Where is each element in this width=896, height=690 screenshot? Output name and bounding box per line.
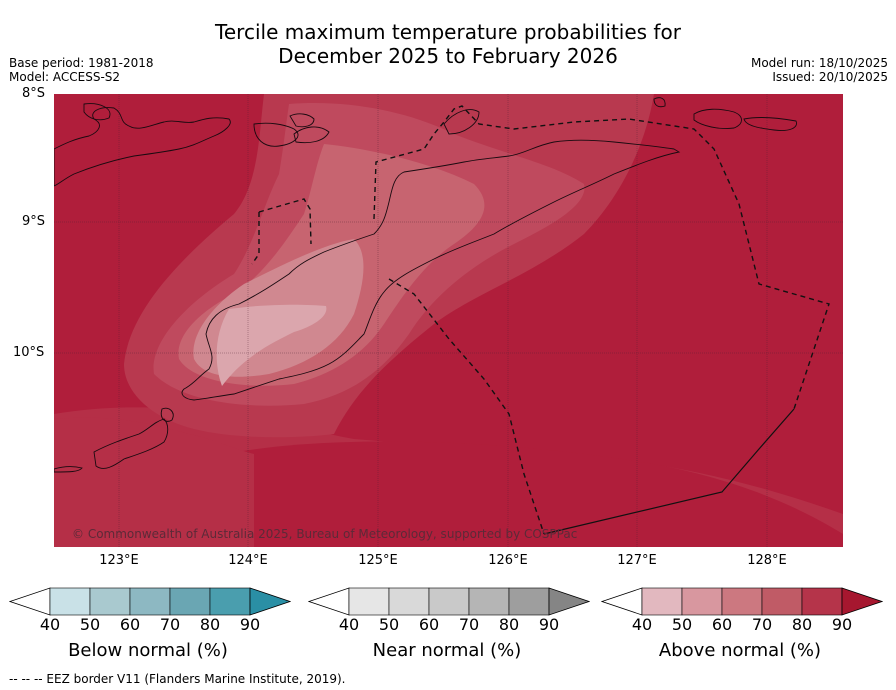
lon-label-125e: 125°E [358,553,398,568]
below-normal-tick-label: 90 [239,615,261,634]
near-normal-colorbar-low-extend [308,587,350,616]
above-normal-colorbar-segment [721,587,763,616]
near-normal-tick-label: 50 [378,615,400,634]
base-period: Base period: 1981-2018 [9,56,154,70]
timor-coastline [181,139,681,401]
lon-label-124e: 124°E [228,553,268,568]
atauro-coastline [443,109,480,135]
below-normal-tick-label: 70 [159,615,181,634]
probability-map: © Commonwealth of Australia 2025, Bureau… [54,94,843,547]
near-normal-colorbar-segment [468,587,510,616]
contour-band-90-south [189,441,843,547]
below-normal-colorbar-high-extend [249,587,291,616]
below-normal-label: Below normal (%) [68,640,228,661]
near-normal-colorbar-segment [508,587,550,616]
title-line-1: Tercile maximum temperature probabilitie… [215,20,681,44]
above-normal-tick-label: 40 [631,615,653,634]
near-normal-label: Near normal (%) [372,640,522,661]
below-normal-colorbar [9,587,291,616]
lon-label-126e: 126°E [488,553,528,568]
near-normal-colorbar-high-extend [548,587,590,616]
near-normal-tick-label: 80 [498,615,520,634]
above-normal-colorbar-high-extend [841,587,883,616]
footnote: -- -- -- EEZ border V11 (Flanders Marine… [9,672,346,686]
near-normal-tick-label: 40 [338,615,360,634]
below-normal-tick-label: 50 [79,615,101,634]
near-normal-tick-label: 60 [418,615,440,634]
wetar-coastline [693,108,742,129]
near-normal-colorbar [308,587,590,616]
eez-border-solid [543,408,795,535]
island-coastline-4 [653,97,666,108]
above-normal-colorbar-segment [761,587,803,616]
island-coastline-3 [293,126,330,144]
near-normal-colorbar-segment [348,587,390,616]
below-normal-tick-label: 40 [39,615,61,634]
lon-label-128e: 128°E [747,553,787,568]
contour-band-40 [216,304,327,386]
island-coastline-6 [160,407,174,422]
below-normal-colorbar-segment [209,587,251,616]
model-run: Model run: 18/10/2025 [750,56,888,70]
copyright-text: © Commonwealth of Australia 2025, Bureau… [72,527,577,541]
island-coastline-5 [743,117,797,131]
above-normal-tick-label: 90 [831,615,853,634]
below-normal-tick-label: 80 [199,615,221,634]
rote-coastline [93,418,169,469]
below-normal-colorbar-segment [169,587,211,616]
above-normal-colorbar-segment [801,587,843,616]
above-normal-tick-label: 70 [751,615,773,634]
below-normal-tick-label: 60 [119,615,141,634]
contour-band-80-sw [54,417,254,547]
island-coastline-2 [289,113,315,128]
island-coastline-1 [253,122,299,147]
pantar-coastline [83,103,111,121]
above-normal-label: Above normal (%) [658,640,822,661]
meta-left: Base period: 1981-2018 Model: ACCESS-S2 [9,56,154,84]
meta-right: Model run: 18/10/2025 Issued: 20/10/2025 [751,56,888,84]
page-title: Tercile maximum temperature probabilitie… [0,20,896,68]
gridlines [54,94,843,547]
below-normal-colorbar-segment [129,587,171,616]
lat-label-10s: 10°S [13,345,45,360]
lon-label-123e: 123°E [99,553,139,568]
above-normal-colorbar [601,587,883,616]
model-name: Model: ACCESS-S2 [9,70,121,84]
above-normal-tick-label: 50 [671,615,693,634]
near-normal-tick-label: 90 [538,615,560,634]
coastlines [54,97,797,473]
above-normal-colorbar-low-extend [601,587,643,616]
above-normal-colorbar-segment [641,587,683,616]
title-line-2: December 2025 to February 2026 [278,44,618,68]
above-normal-colorbar-segment [681,587,723,616]
sawu-coastline [54,466,83,473]
lat-label-9s: 9°S [22,214,46,229]
above-normal-tick-label: 80 [791,615,813,634]
lon-label-127e: 127°E [617,553,657,568]
below-normal-colorbar-segment [89,587,131,616]
above-normal-tick-label: 60 [711,615,733,634]
issued-date: Issued: 20/10/2025 [772,70,888,84]
eez-border [251,105,830,535]
below-normal-colorbar-low-extend [9,587,51,616]
near-normal-tick-label: 70 [458,615,480,634]
below-normal-colorbar-segment [49,587,91,616]
near-normal-colorbar-segment [388,587,430,616]
near-normal-colorbar-segment [428,587,470,616]
lat-label-8s: 8°S [22,86,46,101]
